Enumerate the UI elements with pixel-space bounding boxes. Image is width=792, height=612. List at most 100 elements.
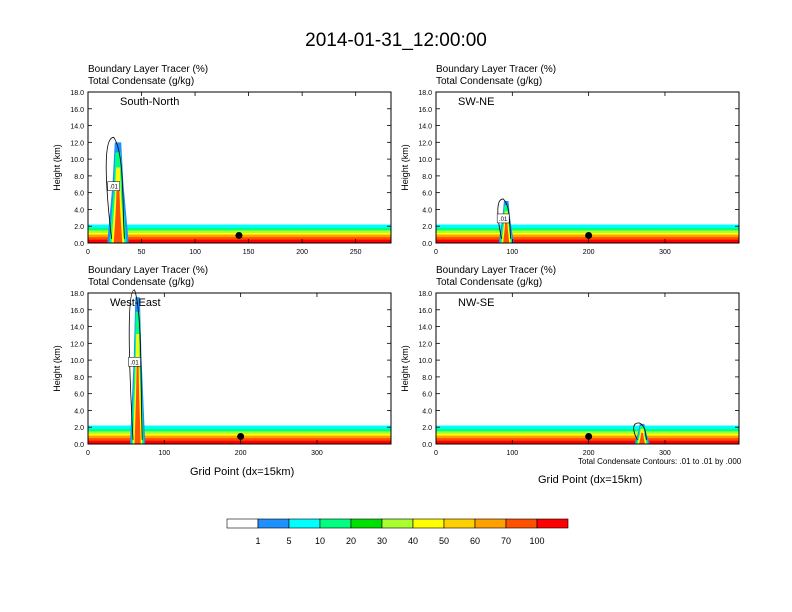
y-tick-label: 16.0 [70,308,84,315]
x-tick-label: 200 [296,249,308,256]
contour-label: .01 [130,360,139,366]
plot-frame [435,292,740,445]
tracer-band [88,239,391,243]
figure-title: 2014-01-31_12:00:00 [305,30,487,51]
header-line1: Boundary Layer Tracer (%) [88,64,209,75]
contour-footnote: Total Condensate Contours: .01 to .01 by… [578,457,742,466]
panel-we: .01 0.0 2.0 4.0 6.0 8.0 10.0 12.0 14.0 16.0 18.0 0 1… [52,289,392,457]
colorbar-label: 5 [286,536,291,546]
colorbar-swatch [536,518,569,529]
tracer-plume [503,219,510,243]
condensate-contour [105,136,125,239]
y-tick-label: 14.0 [70,325,84,332]
x-tick-label: 100 [506,450,518,457]
panel-sn: .01 0.0 2.0 4.0 6.0 8.0 10.0 12.0 14.0 16.0 18.0 0 5… [52,90,392,256]
tracer-plume [134,363,141,444]
y-axis-label: Height (km) [400,345,410,392]
x-tick-label: 300 [311,450,323,457]
station-marker [237,432,245,440]
tracer-plume [113,187,123,243]
x-tick-label: 0 [86,249,90,256]
colorbar-swatch [443,518,476,529]
y-tick-label: 2.0 [74,224,84,231]
colorbar-swatch [412,518,445,529]
colorbar-swatch [350,518,383,529]
colorbar-swatch [257,518,290,529]
section-label-sn: South-North [120,96,180,108]
y-tick-label: 16.0 [70,107,84,114]
y-tick-label: 8.0 [74,375,84,382]
header-line2: Total Condensate (g/kg) [88,76,195,87]
y-tick-label: 18.0 [418,291,432,298]
station-marker [585,231,593,239]
section-label-nwse: NW-SE [458,297,495,309]
y-tick-label: 16.0 [418,107,432,114]
contour-label-box [128,357,141,367]
plot-frame [435,91,740,244]
station-marker [235,231,243,239]
x-axis-label-nwse: Grid Point (dx=15km) [538,474,643,486]
colorbar-label: 100 [529,536,544,546]
y-tick-label: 2.0 [422,425,432,432]
x-tick-label: 100 [506,249,518,256]
contour-label: .01 [110,185,119,191]
header-line2: Total Condensate (g/kg) [436,76,543,87]
x-tick-label: 200 [235,450,247,457]
y-tick-label: 4.0 [74,207,84,214]
colorbar: 1 5 10 20 30 40 50 60 70 100 [226,518,569,546]
y-tick-label: 8.0 [74,174,84,181]
y-tick-label: 18.0 [70,291,84,298]
tracer-plume [639,432,646,444]
y-tick-label: 12.0 [70,341,84,348]
header-line2: Total Condensate (g/kg) [88,277,195,288]
colorbar-swatch [505,518,538,529]
plot-frame [87,292,392,445]
station-marker [585,432,593,440]
x-tick-label: 250 [350,249,362,256]
y-tick-label: 14.0 [70,124,84,131]
x-tick-label: 0 [434,450,438,457]
y-tick-label: 8.0 [422,375,432,382]
panel-header-nwse: Boundary Layer Tracer (%) Total Condensa… [436,265,556,289]
colorbar-swatch [474,518,507,529]
contour-label-box [107,181,120,191]
y-tick-label: 14.0 [418,325,432,332]
contour-label-box [496,213,510,224]
colorbar-swatch [288,518,321,529]
y-tick-label: 10.0 [418,157,432,164]
y-tick-label: 12.0 [418,341,432,348]
y-tick-label: 18.0 [418,90,432,97]
y-axis-label: Height (km) [400,144,410,191]
y-tick-label: 6.0 [74,191,84,198]
colorbar-swatch [319,518,352,529]
tracer-band [436,239,739,243]
y-tick-label: 0.0 [422,241,432,248]
y-tick-label: 2.0 [422,224,432,231]
x-tick-label: 0 [86,450,90,457]
y-tick-label: 10.0 [70,157,84,164]
header-line1: Boundary Layer Tracer (%) [436,64,557,75]
y-tick-label: 0.0 [74,442,84,449]
contour-label: .01 [499,217,508,223]
x-axis-label-we: Grid Point (dx=15km) [190,466,295,478]
x-tick-label: 100 [189,249,201,256]
y-tick-label: 4.0 [422,408,432,415]
x-tick-label: 300 [659,249,671,256]
y-tick-label: 0.0 [74,241,84,248]
y-tick-label: 16.0 [418,308,432,315]
colorbar-label: 30 [377,536,387,546]
colorbar-label: 20 [346,536,356,546]
y-tick-label: 12.0 [418,140,432,147]
colorbar-label: 10 [315,536,325,546]
header-line1: Boundary Layer Tracer (%) [436,265,557,276]
tracer-band [436,440,739,444]
y-axis-label: Height (km) [52,345,62,392]
condensate-contour [633,422,648,441]
x-tick-label: 50 [138,249,146,256]
colorbar-label: 1 [255,536,260,546]
y-tick-label: 10.0 [70,358,84,365]
plot-frame [87,91,392,244]
x-tick-label: 150 [243,249,255,256]
colorbar-label: 70 [501,536,511,546]
